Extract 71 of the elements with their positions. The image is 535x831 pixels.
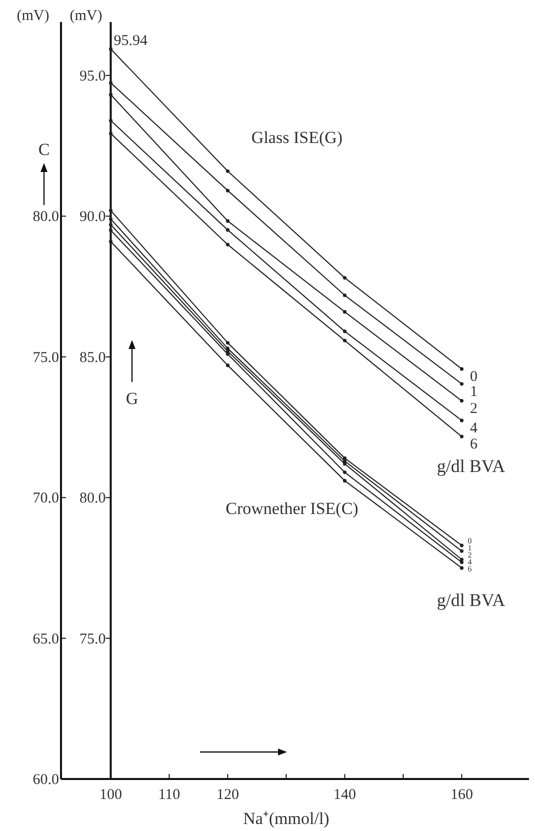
point (226, 242, 230, 246)
y2-tick-label: 70.0 (32, 490, 59, 507)
point (460, 367, 464, 371)
annotation: g/dl BVA (436, 590, 506, 610)
y-tick-label: 95.0 (79, 68, 106, 84)
y-tick-label: 90.0 (79, 209, 106, 226)
annotation: g/dl BVA (436, 456, 506, 476)
point (108, 222, 113, 226)
point (342, 310, 347, 314)
point (460, 560, 464, 564)
series-label: 1 (470, 384, 478, 400)
point (226, 169, 230, 173)
point (226, 352, 230, 356)
x-tick-label: 140 (333, 787, 356, 803)
series-label: 6 (470, 436, 478, 453)
series-label: 2 (468, 550, 472, 560)
point (226, 341, 230, 345)
point (342, 276, 347, 280)
point (108, 217, 113, 221)
point (108, 228, 113, 232)
series-label: 4 (468, 557, 472, 566)
y2-tick-label: 65.0 (32, 631, 59, 648)
point (342, 338, 347, 342)
series-label: 2 (470, 400, 478, 417)
x-tick-label: 120 (216, 787, 239, 803)
point (108, 208, 113, 212)
annotation: 95.94 (114, 33, 148, 50)
point (460, 434, 464, 438)
x-tick-label: 110 (158, 787, 180, 803)
annotation: Crownether ISE(C) (226, 499, 358, 518)
x-axis-title: Na⁺(mmol/l) (243, 809, 330, 828)
point (460, 566, 464, 570)
y-tick-label: 75.0 (79, 631, 106, 648)
y2-tick-label: 75.0 (32, 350, 59, 366)
point (226, 219, 230, 223)
point (342, 462, 347, 466)
series-label: 6 (468, 564, 472, 574)
x-tick-label: 160 (450, 787, 473, 803)
point (342, 329, 347, 334)
y2-axis-title: (mV) (16, 8, 50, 24)
x-tick-label: 100 (99, 787, 122, 803)
point (108, 240, 113, 244)
point (108, 132, 113, 136)
point (342, 478, 347, 483)
point (460, 544, 464, 548)
y-tick-label: 85.0 (79, 350, 106, 366)
point (342, 293, 347, 298)
point (226, 188, 230, 192)
point (108, 118, 113, 122)
y2-tick-label: 80.0 (32, 209, 59, 226)
point (226, 364, 230, 368)
point (460, 418, 464, 422)
point (460, 398, 464, 403)
series-label: 4 (470, 420, 478, 436)
point (460, 549, 464, 553)
point (226, 228, 230, 232)
point (342, 456, 347, 460)
y-axis-title: (mV) (70, 8, 102, 24)
annotation: G (126, 389, 138, 408)
y-tick-label: 80.0 (79, 490, 106, 507)
point (460, 382, 464, 386)
point (342, 470, 347, 474)
series-label: 1 (468, 543, 472, 552)
point (108, 80, 113, 85)
point (108, 47, 113, 51)
series-label: 0 (470, 368, 478, 385)
text: C (38, 140, 50, 159)
point (108, 92, 113, 96)
annotation: Glass ISE(G) (251, 128, 343, 147)
y2-tick-label: 60.0 (32, 772, 59, 788)
series-label: 0 (468, 536, 472, 546)
